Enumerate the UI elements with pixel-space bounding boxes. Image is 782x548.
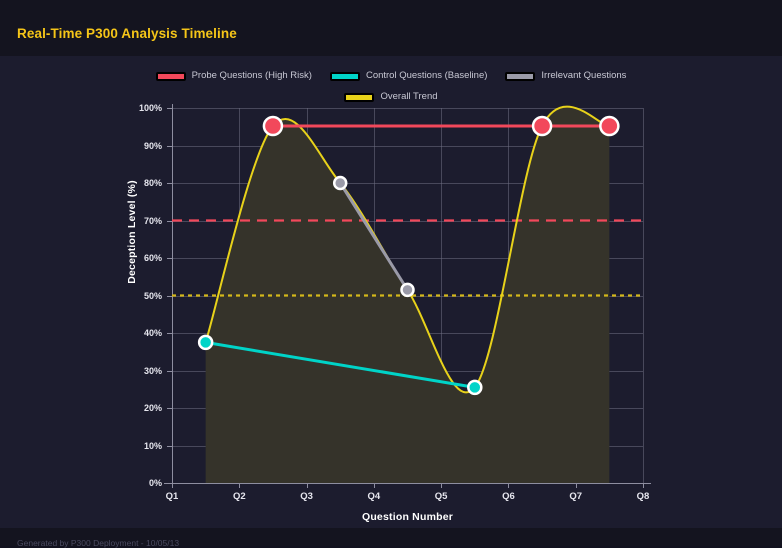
- y-tick-label: 80%: [143, 178, 162, 188]
- y-tick-label: 30%: [143, 365, 162, 376]
- legend-trend-label: Overall Trend: [380, 91, 438, 103]
- y-tick-label: 100%: [138, 103, 162, 113]
- x-tick-mark: [508, 483, 510, 488]
- legend-irrelevant-label: Irrelevant Questions: [541, 70, 627, 81]
- legend-control[interactable]: Control Questions (Baseline): [329, 69, 488, 83]
- data-point-control[interactable]: [467, 379, 483, 396]
- legend-trend-swatch: [344, 92, 375, 102]
- y-tick-label: 40%: [143, 328, 162, 338]
- series-layer: [172, 105, 643, 483]
- data-point-irrelevant[interactable]: [332, 175, 348, 191]
- data-point-irrelevant[interactable]: [400, 282, 415, 298]
- x-tick-mark: [306, 483, 308, 488]
- x-axis-title: Question Number: [361, 511, 454, 523]
- series-line-irrelevant: [338, 181, 409, 292]
- footer-note: Generated by P300 Deployment - 10/05/13: [17, 538, 180, 548]
- y-tick-label: 50%: [143, 290, 162, 301]
- legend-irrelevant[interactable]: Irrelevant Questions: [505, 69, 626, 83]
- x-tick-mark: [373, 483, 375, 488]
- y-tick-mark: [167, 220, 172, 222]
- legend-control-swatch: [329, 71, 360, 81]
- y-tick-mark: [167, 108, 172, 109]
- legend-probe-swatch: [155, 71, 186, 81]
- legend-row: Probe Questions (High Risk) Control Quest…: [0, 69, 782, 83]
- legend-control-label: Control Questions (Baseline): [365, 70, 488, 81]
- x-tick-mark: [643, 483, 644, 488]
- y-tick-label: 10%: [143, 440, 162, 451]
- x-tick-mark: [172, 483, 173, 488]
- legend-trend[interactable]: Overall Trend: [344, 90, 438, 104]
- series-line-control: [204, 340, 477, 389]
- chart-panel: Probe Questions (High Risk) Control Quest…: [0, 56, 782, 528]
- y-tick-label: 20%: [143, 403, 162, 413]
- x-axis-line: [164, 483, 651, 484]
- gridline-horizontal: [172, 183, 643, 184]
- data-point-control[interactable]: [197, 334, 214, 351]
- y-tick-mark: [167, 445, 172, 447]
- gridline-horizontal: [172, 108, 643, 109]
- legend-probe[interactable]: Probe Questions (High Risk): [155, 69, 312, 83]
- x-tick-label: Q4: [367, 491, 381, 502]
- data-point-probe[interactable]: [262, 115, 284, 137]
- y-tick-mark: [167, 145, 172, 147]
- page-title: Real-Time P300 Analysis Timeline: [17, 26, 237, 41]
- gridline-horizontal: [172, 220, 643, 222]
- y-tick-label: 0%: [148, 478, 162, 488]
- y-tick-mark: [167, 183, 172, 184]
- legend-probe-label: Probe Questions (High Risk): [191, 70, 312, 81]
- gridline-vertical: [643, 108, 644, 483]
- x-tick-mark: [575, 483, 577, 488]
- y-tick-label: 60%: [143, 253, 162, 263]
- legend-row: Overall Trend: [0, 90, 782, 104]
- x-tick-mark: [441, 483, 443, 488]
- x-tick-label: Q2: [232, 491, 246, 502]
- gridline-horizontal: [172, 145, 643, 147]
- x-tick-mark: [239, 483, 241, 488]
- y-tick-mark: [167, 408, 172, 409]
- x-tick-label: Q1: [165, 491, 179, 502]
- y-tick-mark: [167, 295, 172, 297]
- plot-area: 0% 10% 20% 30% 40% 50% 60% 70% 80% 90% 100% Q1 Q2 Q3 Q…: [139, 103, 651, 502]
- gridline-vertical: [441, 108, 443, 483]
- x-tick-label: Q7: [569, 491, 583, 502]
- data-point-probe[interactable]: [531, 115, 553, 137]
- y-tick-mark: [167, 370, 172, 372]
- y-tick-mark: [167, 333, 172, 334]
- y-tick-label: 70%: [143, 215, 162, 226]
- data-point-probe[interactable]: [599, 115, 620, 137]
- y-tick-label: 90%: [143, 140, 162, 151]
- x-tick-label: Q6: [502, 491, 515, 502]
- y-tick-mark: [167, 258, 172, 259]
- y-axis-title: Deception Level (%): [126, 180, 138, 284]
- x-tick-label: Q5: [434, 491, 448, 502]
- y-axis-line: [172, 104, 173, 484]
- x-tick-label: Q3: [300, 491, 313, 502]
- x-tick-label: Q8: [636, 491, 650, 502]
- chart-legend: Probe Questions (High Risk) Control Quest…: [0, 69, 782, 104]
- legend-irrelevant-swatch: [505, 71, 536, 81]
- gridline-horizontal: [172, 258, 643, 259]
